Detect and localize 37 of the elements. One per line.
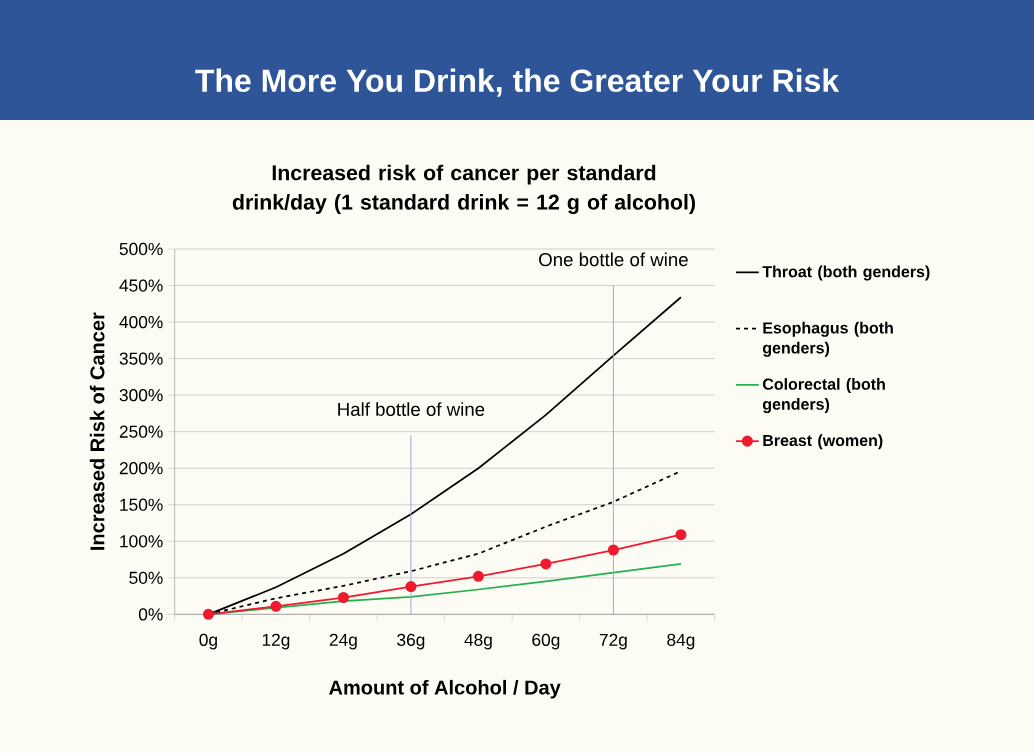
x-tick-label: 0g (199, 633, 217, 650)
x-tick-label: 60g (532, 633, 560, 650)
y-tick-label: 100% (120, 535, 163, 548)
y-tick-label: 150% (120, 498, 163, 511)
ref-line-label: One bottle of wine (539, 252, 688, 267)
point (607, 544, 619, 556)
y-tick-label: 0% (138, 608, 163, 621)
point (270, 600, 282, 612)
y-tick-label: 400% (119, 315, 163, 329)
y-axis-title: Increased Risk of Cancer (89, 312, 105, 550)
y-tick-label: 200% (119, 462, 163, 475)
legend-label: Throat (both genders) (762, 265, 930, 281)
x-tick-label: 24g (329, 633, 357, 650)
y-tick-label: 50% (129, 571, 163, 584)
legend-label: Breast (women) (763, 434, 883, 450)
ref-line-label: Half bottle of wine (338, 402, 485, 416)
x-tick-label: 48g (464, 633, 492, 650)
y-tick-label: 300% (119, 388, 163, 402)
point (202, 608, 214, 620)
legend-label: Colorectal (both genders) (762, 378, 885, 414)
y-tick-label: 450% (119, 279, 163, 292)
x-tick-label: 36g (397, 633, 425, 650)
y-tick-label: 500% (119, 242, 163, 256)
x-axis-title: Amount of Alcohol / Day (329, 679, 561, 699)
point (472, 570, 484, 582)
point (405, 581, 417, 593)
x-tick-label: 12g (262, 633, 290, 650)
x-tick-label: 84g (667, 633, 695, 650)
point (675, 529, 687, 541)
y-tick-label: 350% (119, 352, 163, 365)
x-tick-label: 72g (599, 633, 627, 650)
y-tick-label: 250% (119, 425, 163, 438)
point (540, 558, 552, 570)
chart-subtitle: Increased risk of cancer per standard drink/day (1 standard drink = 12 g of alcohol) (232, 164, 695, 214)
legend-label: Esophagus (both genders) (762, 321, 893, 357)
point (337, 591, 349, 604)
chart-title: The More You Drink, the Greater Your Risk (195, 68, 840, 97)
